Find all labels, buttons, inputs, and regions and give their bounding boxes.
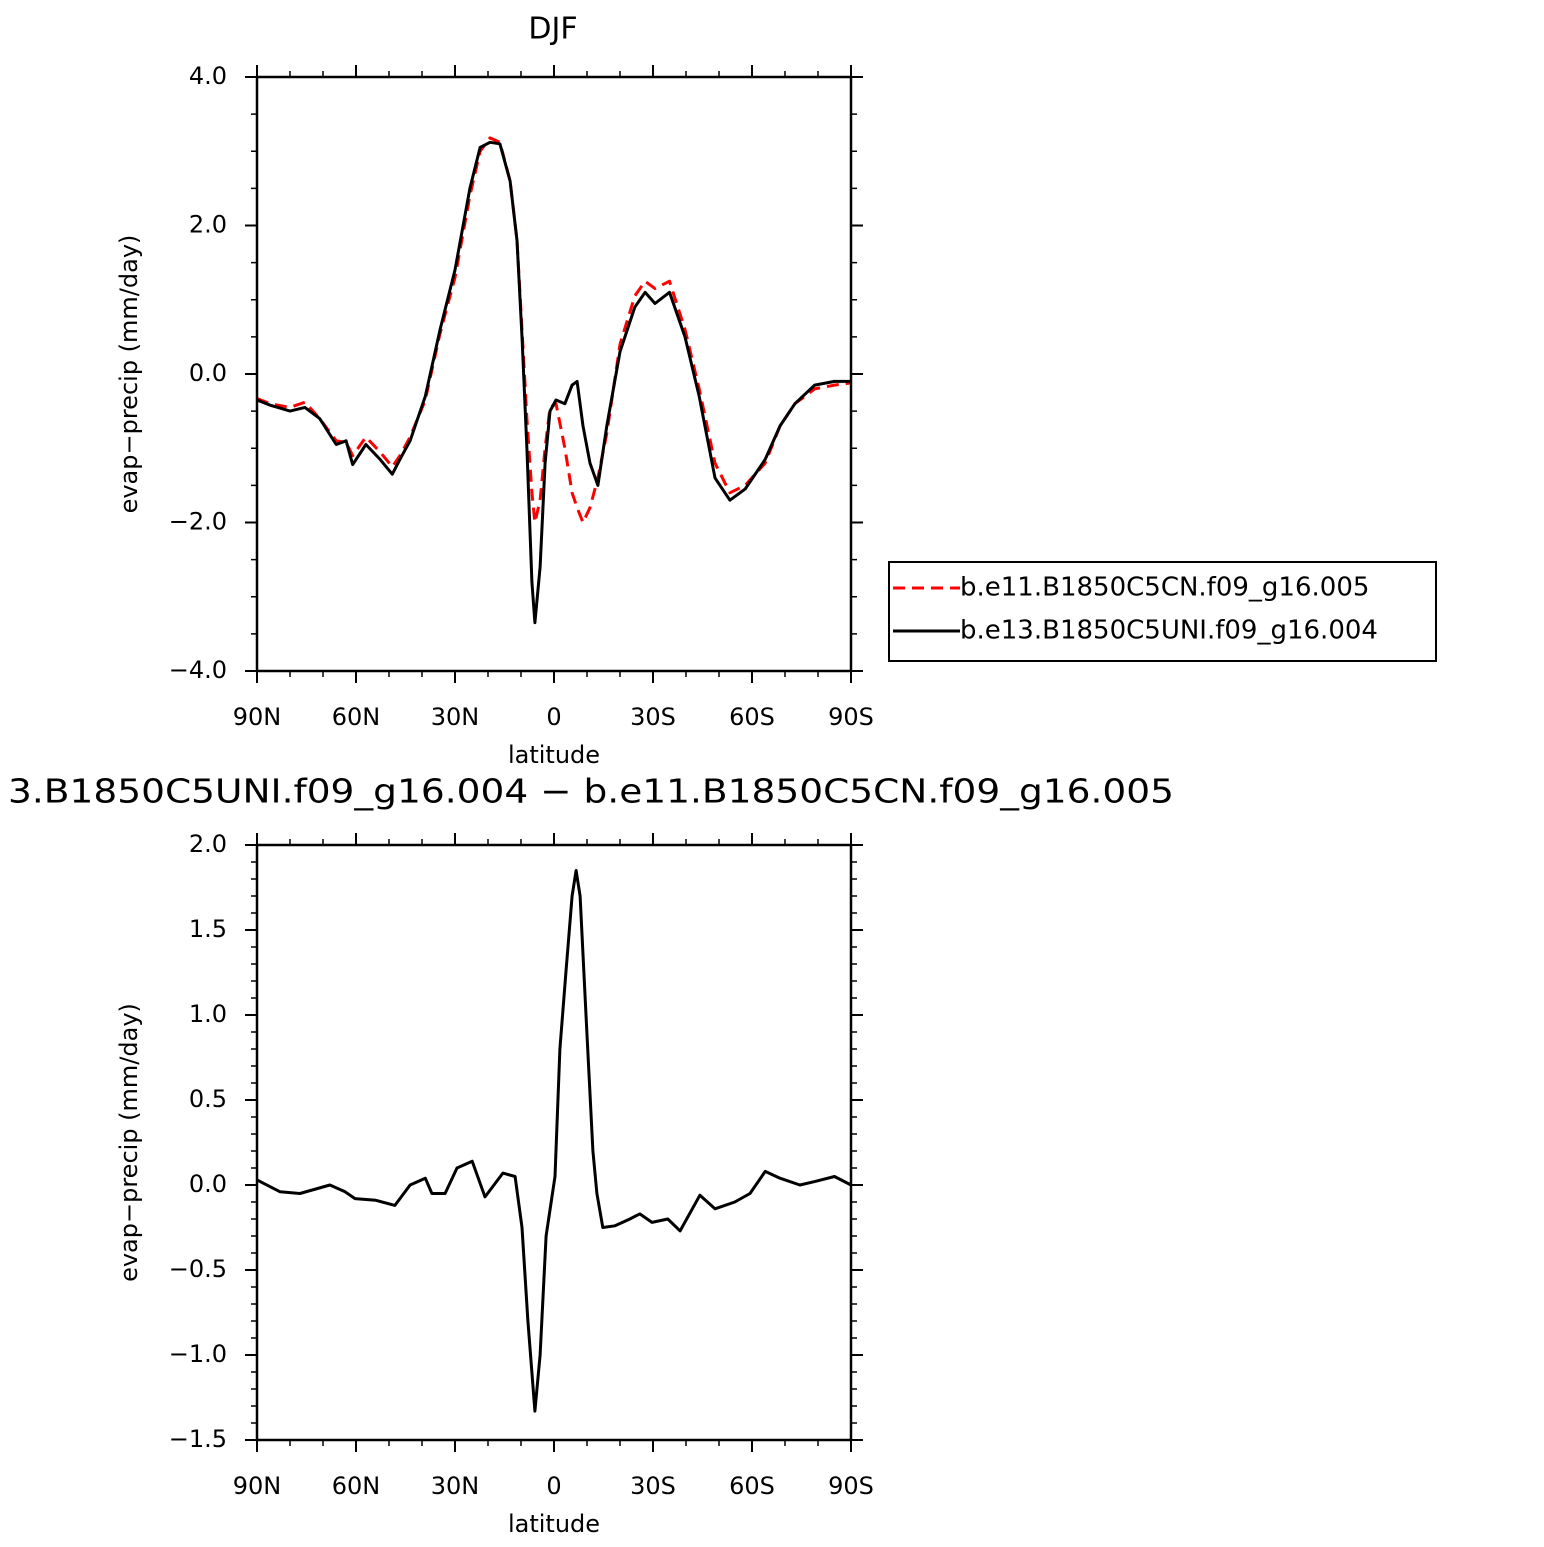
chart-title: 3.B1850C5UNI.f09_g16.004 − b.e11.B1850C5… xyxy=(8,772,1174,811)
y-axis-label: evap−precip (mm/day) xyxy=(115,235,143,514)
legend-label: b.e11.B1850C5CN.f09_g16.005 xyxy=(960,573,1369,603)
y-tick-label: 4.0 xyxy=(189,62,227,90)
x-tick-label: 90N xyxy=(233,703,282,731)
x-tick-label: 90N xyxy=(233,1472,282,1500)
data-line xyxy=(256,140,851,625)
data-line xyxy=(256,869,852,1413)
x-tick-label: 60S xyxy=(729,1472,775,1500)
y-tick-label: 0.0 xyxy=(189,359,227,387)
y-tick-label: 1.5 xyxy=(189,915,227,943)
x-tick-label: 30N xyxy=(431,703,480,731)
chart-title: DJF xyxy=(528,12,577,47)
y-tick-label: −4.0 xyxy=(169,656,227,684)
x-tick-label: 0 xyxy=(546,703,561,731)
y-tick-label: −0.5 xyxy=(169,1255,227,1283)
x-axis-label: latitude xyxy=(508,741,600,769)
x-tick-label: 60N xyxy=(332,1472,381,1500)
y-tick-label: 1.0 xyxy=(189,1000,227,1028)
data-line xyxy=(256,136,852,524)
x-tick-label: 30S xyxy=(630,703,676,731)
y-axis-label: evap−precip (mm/day) xyxy=(115,1003,143,1282)
x-tick-label: 90S xyxy=(828,1472,874,1500)
y-tick-label: −1.5 xyxy=(169,1425,227,1453)
x-axis-label: latitude xyxy=(508,1510,600,1538)
legend-label: b.e13.B1850C5UNI.f09_g16.004 xyxy=(960,616,1378,646)
x-tick-label: 0 xyxy=(546,1472,561,1500)
legend-box xyxy=(888,561,1437,662)
x-tick-label: 30S xyxy=(630,1472,676,1500)
x-tick-label: 30N xyxy=(431,1472,480,1500)
x-tick-label: 60N xyxy=(332,703,381,731)
plot-frame xyxy=(255,843,853,1442)
x-tick-label: 60S xyxy=(729,703,775,731)
y-tick-label: −2.0 xyxy=(169,508,227,536)
x-tick-label: 90S xyxy=(828,703,874,731)
y-tick-label: 0.5 xyxy=(189,1085,227,1113)
plot-frame xyxy=(255,75,853,673)
y-tick-label: 2.0 xyxy=(189,211,227,239)
y-tick-label: 0.0 xyxy=(189,1170,227,1198)
y-tick-label: 2.0 xyxy=(189,830,227,858)
y-tick-label: −1.0 xyxy=(169,1340,227,1368)
